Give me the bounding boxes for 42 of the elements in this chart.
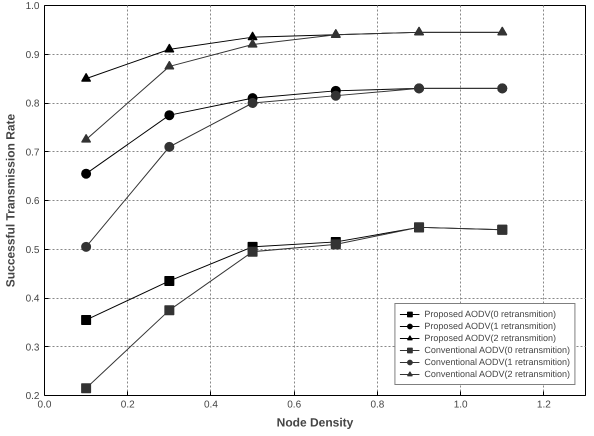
point	[248, 246, 258, 257]
point	[248, 31, 258, 40]
y-tick-label: 0.8	[26, 98, 40, 110]
x-tick-label: 0.4	[204, 400, 218, 410]
point	[330, 239, 341, 250]
legend-label: Conventional AODV(0 retransmition)	[424, 344, 570, 356]
x-tick-label: 0.6	[287, 400, 302, 410]
legend-label: Proposed AODV(0 retransmition)	[424, 308, 556, 320]
x-tick-label: 0.0	[38, 400, 52, 410]
point	[81, 314, 92, 325]
point	[248, 98, 258, 108]
point	[164, 142, 174, 152]
point	[248, 38, 258, 48]
x-tick-label: 1.2	[536, 400, 552, 410]
y-tick-label: 0.5	[26, 244, 40, 256]
y-tick-label: 0.6	[26, 196, 40, 207]
point	[81, 383, 92, 394]
point	[81, 168, 92, 179]
legend-label: Conventional AODV(1 retransmition)	[424, 356, 570, 368]
x-tick-label: 1.0	[454, 400, 468, 410]
x-tick-label: 0.2	[120, 400, 136, 410]
point	[164, 276, 174, 286]
legend-label: Proposed AODV(2 retransmition)	[424, 332, 556, 344]
legend-label: Conventional AODV(2 retransmition)	[424, 368, 570, 380]
y-axis-title: Successful Transmission Rate	[4, 113, 18, 288]
point	[330, 90, 341, 101]
point	[164, 44, 174, 52]
point	[81, 242, 92, 252]
point	[164, 110, 174, 120]
legend-label: Proposed AODV(1 retransmition)	[424, 320, 556, 332]
y-tick-label: 0.7	[26, 147, 40, 158]
y-tick-label: 0.9	[26, 50, 40, 61]
x-tick-label: 0.8	[370, 400, 385, 410]
x-axis-title: Node Density	[276, 416, 354, 430]
point	[81, 72, 92, 82]
y-tick-label: 1.0	[26, 1, 40, 12]
point	[164, 305, 174, 316]
point	[81, 134, 92, 143]
y-tick-label: 0.2	[26, 391, 40, 402]
point	[164, 60, 174, 70]
y-tick-label: 0.3	[26, 342, 40, 354]
y-tick-label: 0.4	[26, 294, 40, 304]
